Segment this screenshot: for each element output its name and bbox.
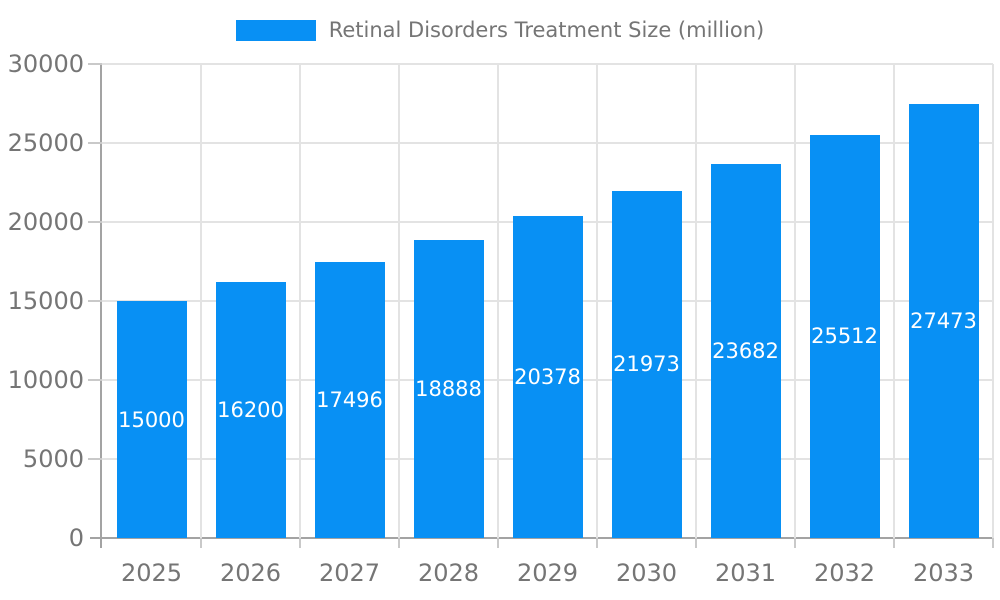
x-axis-tick (893, 538, 895, 548)
y-axis-tick-label: 20000 (7, 208, 84, 236)
plot-area: 15000 16200 17496 18888 20378 21973 23682 25512… (102, 63, 994, 538)
bar-value-label: 18888 (415, 376, 482, 401)
y-axis-tick-label: 5000 (22, 445, 84, 473)
bar-2033[interactable]: 27473 (908, 103, 979, 538)
v-gridline (893, 64, 895, 538)
x-axis-tick (992, 538, 994, 548)
h-gridline (102, 63, 993, 65)
x-axis-tick-label: 2030 (615, 559, 678, 587)
x-axis-tick-label: 2032 (813, 559, 876, 587)
y-axis-tick (88, 221, 102, 223)
y-axis-tick (88, 379, 102, 381)
x-axis-tick (695, 538, 697, 548)
v-gridline (695, 64, 697, 538)
x-axis-tick (398, 538, 400, 548)
legend-swatch-icon (235, 19, 316, 41)
x-axis-line (90, 537, 993, 539)
x-axis-tick-label: 2026 (219, 559, 282, 587)
bar-2025[interactable]: 15000 (116, 301, 187, 538)
v-gridline (596, 64, 598, 538)
bar-2028[interactable]: 18888 (413, 239, 484, 538)
x-axis-tick (200, 538, 202, 548)
bar-value-label: 27473 (910, 308, 977, 333)
y-axis-tick-label: 30000 (7, 50, 84, 78)
chart-legend[interactable]: Retinal Disorders Treatment Size (millio… (0, 18, 1000, 42)
y-axis-tick (88, 300, 102, 302)
v-gridline (398, 64, 400, 538)
bar-2029[interactable]: 20378 (512, 216, 583, 538)
x-axis-tick (497, 538, 499, 548)
x-axis-tick-label: 2028 (417, 559, 480, 587)
v-gridline (200, 64, 202, 538)
x-axis-tick-label: 2027 (318, 559, 381, 587)
y-axis-tick (88, 63, 102, 65)
x-axis-tick (299, 538, 301, 548)
x-axis-tick-label: 2031 (714, 559, 777, 587)
bar-2026[interactable]: 16200 (215, 282, 286, 538)
bar-value-label: 16200 (217, 398, 284, 423)
bar-value-label: 17496 (316, 387, 383, 412)
x-axis-tick (596, 538, 598, 548)
bar-2031[interactable]: 23682 (710, 163, 781, 538)
x-axis-tick-label: 2025 (120, 559, 183, 587)
bar-2027[interactable]: 17496 (314, 261, 385, 538)
legend-label: Retinal Disorders Treatment Size (millio… (328, 18, 765, 42)
x-axis-tick-label: 2033 (912, 559, 975, 587)
x-axis-tick-label: 2029 (516, 559, 579, 587)
bar-value-label: 15000 (118, 407, 185, 432)
y-axis-tick-label: 10000 (7, 366, 84, 394)
bar-value-label: 23682 (712, 338, 779, 363)
bar-value-label: 25512 (811, 324, 878, 349)
y-axis-tick-label: 15000 (7, 287, 84, 315)
bar-2032[interactable]: 25512 (809, 134, 880, 538)
y-axis-tick (88, 142, 102, 144)
v-gridline (992, 64, 994, 538)
h-gridline (102, 142, 993, 144)
v-gridline (794, 64, 796, 538)
v-gridline (299, 64, 301, 538)
bar-value-label: 20378 (514, 365, 581, 390)
bar-2030[interactable]: 21973 (611, 190, 682, 538)
v-gridline (497, 64, 499, 538)
y-axis-line (100, 64, 102, 548)
bar-value-label: 21973 (613, 352, 680, 377)
y-axis-tick-label: 25000 (7, 129, 84, 157)
y-axis-tick-label: 0 (68, 524, 84, 552)
x-axis-tick (794, 538, 796, 548)
y-axis-tick (88, 458, 102, 460)
